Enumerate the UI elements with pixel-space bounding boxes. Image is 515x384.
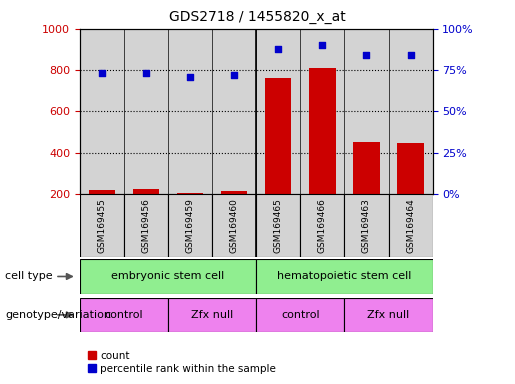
- Text: GSM169465: GSM169465: [274, 198, 283, 253]
- Bar: [265, 78, 291, 235]
- Text: GSM169455: GSM169455: [97, 198, 107, 253]
- Bar: [80, 194, 124, 257]
- Bar: [89, 190, 115, 235]
- Text: GSM169456: GSM169456: [142, 198, 150, 253]
- Text: embryonic stem cell: embryonic stem cell: [111, 271, 225, 281]
- Bar: [345, 194, 388, 257]
- Bar: [168, 29, 212, 194]
- Bar: [256, 194, 300, 257]
- Bar: [80, 29, 124, 194]
- Bar: [124, 194, 168, 257]
- Point: [318, 42, 327, 48]
- Point: [98, 70, 106, 76]
- Text: GSM169464: GSM169464: [406, 198, 415, 253]
- Bar: [80, 298, 168, 332]
- Bar: [212, 194, 256, 257]
- Point: [230, 72, 238, 78]
- Point: [406, 52, 415, 58]
- Bar: [309, 68, 336, 235]
- Text: Zfx null: Zfx null: [191, 310, 233, 320]
- Point: [186, 74, 194, 80]
- Text: control: control: [105, 310, 143, 320]
- Bar: [221, 191, 247, 235]
- Bar: [388, 29, 433, 194]
- Bar: [256, 29, 300, 194]
- Bar: [398, 143, 424, 235]
- Bar: [133, 189, 159, 235]
- Bar: [177, 193, 203, 235]
- Bar: [168, 194, 212, 257]
- Point: [142, 70, 150, 76]
- Point: [363, 52, 371, 58]
- Text: GDS2718 / 1455820_x_at: GDS2718 / 1455820_x_at: [169, 10, 346, 23]
- Text: GSM169463: GSM169463: [362, 198, 371, 253]
- Text: Zfx null: Zfx null: [367, 310, 409, 320]
- Text: genotype/variation: genotype/variation: [5, 310, 111, 320]
- Bar: [300, 194, 345, 257]
- Bar: [256, 259, 433, 294]
- Bar: [388, 194, 433, 257]
- Bar: [80, 259, 256, 294]
- Bar: [345, 29, 388, 194]
- Bar: [124, 29, 168, 194]
- Legend: count, percentile rank within the sample: count, percentile rank within the sample: [88, 351, 276, 374]
- Point: [274, 46, 282, 52]
- Text: GSM169466: GSM169466: [318, 198, 327, 253]
- Bar: [353, 142, 380, 235]
- Bar: [168, 298, 256, 332]
- Text: GSM169460: GSM169460: [230, 198, 238, 253]
- Text: cell type: cell type: [5, 271, 53, 281]
- Bar: [300, 29, 345, 194]
- Bar: [212, 29, 256, 194]
- Text: GSM169459: GSM169459: [185, 198, 195, 253]
- Text: hematopoietic stem cell: hematopoietic stem cell: [277, 271, 411, 281]
- Text: control: control: [281, 310, 320, 320]
- Bar: [256, 298, 345, 332]
- Bar: [345, 298, 433, 332]
